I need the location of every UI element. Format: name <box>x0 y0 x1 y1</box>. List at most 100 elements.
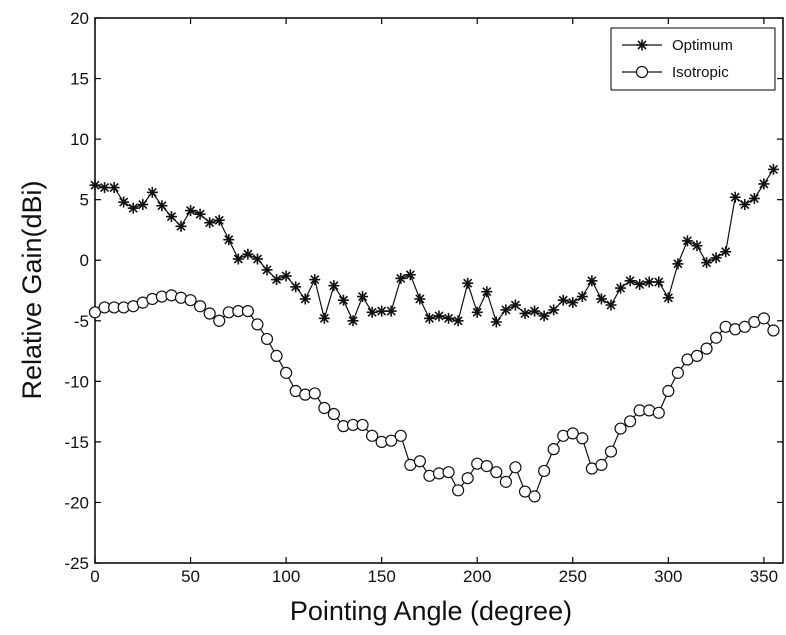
x-tick-label: 250 <box>559 567 587 586</box>
data-point-optimum <box>376 305 388 317</box>
data-point-isotropic <box>738 320 751 333</box>
data-point-optimum <box>347 315 359 327</box>
data-point-optimum <box>739 199 751 211</box>
data-point-optimum <box>509 299 521 311</box>
data-point-optimum <box>385 305 397 317</box>
data-point-optimum <box>672 258 684 270</box>
data-point-isotropic <box>327 407 340 421</box>
data-point-isotropic <box>652 406 665 419</box>
data-point-optimum <box>137 199 149 211</box>
y-tick-label: -25 <box>64 554 89 573</box>
data-point-optimum <box>328 280 340 292</box>
data-point-isotropic <box>356 418 369 432</box>
data-point-optimum <box>280 270 292 282</box>
data-point-isotropic <box>394 429 407 442</box>
data-point-optimum <box>414 293 426 305</box>
data-point-isotropic <box>251 318 264 331</box>
data-point-optimum <box>118 196 130 208</box>
data-point-optimum <box>99 182 111 194</box>
data-point-optimum <box>251 253 263 265</box>
data-point-optimum <box>146 186 158 198</box>
data-point-optimum <box>194 208 206 220</box>
axis-tick-labels: 0 50 100 150 200 250 300 350 -25 -20 -15 -10 -5 0 5 10 1… <box>64 9 778 586</box>
data-point-optimum <box>748 192 760 204</box>
x-tick-label: 300 <box>654 567 682 586</box>
legend-label-optimum: Optimum <box>672 37 733 54</box>
data-point-optimum <box>643 276 655 288</box>
data-point-optimum <box>185 205 197 217</box>
data-point-isotropic <box>604 445 618 458</box>
data-point-isotropic <box>203 307 216 320</box>
data-point-optimum <box>548 304 560 316</box>
data-point-optimum <box>127 202 139 214</box>
data-point-optimum <box>223 234 235 246</box>
data-point-isotropic <box>499 475 512 488</box>
data-point-optimum <box>318 312 330 324</box>
data-point-optimum <box>729 191 741 203</box>
data-point-optimum <box>710 252 722 264</box>
data-point-isotropic <box>366 429 379 442</box>
data-point-optimum <box>519 308 531 320</box>
data-point-isotropic <box>595 458 608 471</box>
legend-box <box>610 27 776 91</box>
data-point-isotropic <box>308 387 321 400</box>
legend-marker-isotropic <box>635 65 649 79</box>
data-point-isotropic <box>490 466 503 479</box>
data-point-optimum <box>653 276 665 288</box>
data-point-isotropic <box>690 349 704 362</box>
data-point-optimum <box>490 316 502 328</box>
data-point-optimum <box>586 275 598 287</box>
data-point-isotropic <box>194 300 207 313</box>
data-point-isotropic <box>385 434 398 447</box>
data-point-optimum <box>242 248 254 260</box>
data-point-optimum <box>433 310 445 322</box>
data-point-optimum <box>423 312 435 324</box>
data-point-optimum <box>605 299 617 311</box>
data-point-optimum <box>624 275 636 287</box>
x-tick-label: 0 <box>90 567 99 586</box>
axis-ticks <box>94 17 783 564</box>
plot-area <box>94 17 784 564</box>
data-point-optimum <box>89 179 101 191</box>
data-point-isotropic <box>241 304 254 318</box>
data-point-isotropic <box>700 342 713 355</box>
data-point-optimum <box>443 312 455 324</box>
data-point-optimum <box>404 269 416 281</box>
data-point-optimum <box>662 292 674 304</box>
data-point-optimum <box>271 274 283 286</box>
x-tick-label: 200 <box>463 567 491 586</box>
data-point-isotropic <box>461 472 474 485</box>
data-point-isotropic <box>213 314 226 327</box>
data-point-optimum <box>213 214 225 226</box>
y-tick-label: 20 <box>70 9 89 28</box>
data-point-isotropic <box>184 294 197 307</box>
data-point-optimum <box>567 297 579 309</box>
data-point-isotropic <box>528 490 541 503</box>
data-point-optimum <box>481 286 493 298</box>
data-point-optimum <box>395 272 407 284</box>
data-point-optimum <box>299 293 311 305</box>
data-point-optimum <box>232 253 244 265</box>
series-layer <box>88 163 780 503</box>
data-point-isotropic <box>88 306 102 319</box>
y-tick-label: 15 <box>70 70 89 89</box>
legend-marker-optimum <box>636 39 648 51</box>
data-point-optimum <box>500 304 512 316</box>
x-tick-label: 50 <box>181 567 200 586</box>
data-point-isotropic <box>270 349 283 362</box>
data-point-isotropic <box>624 415 637 428</box>
data-point-optimum <box>156 200 168 212</box>
data-point-isotropic <box>509 461 522 474</box>
data-point-optimum <box>720 246 732 258</box>
data-point-optimum <box>471 306 483 318</box>
legend-symbol <box>635 65 649 79</box>
data-point-isotropic <box>671 366 684 379</box>
y-tick-label: -5 <box>74 312 89 331</box>
data-point-isotropic <box>757 312 770 325</box>
data-point-optimum <box>204 217 216 229</box>
data-point-isotropic <box>710 331 723 344</box>
data-point-isotropic <box>614 422 627 435</box>
data-point-optimum <box>108 182 120 194</box>
x-tick-label: 350 <box>750 567 778 586</box>
